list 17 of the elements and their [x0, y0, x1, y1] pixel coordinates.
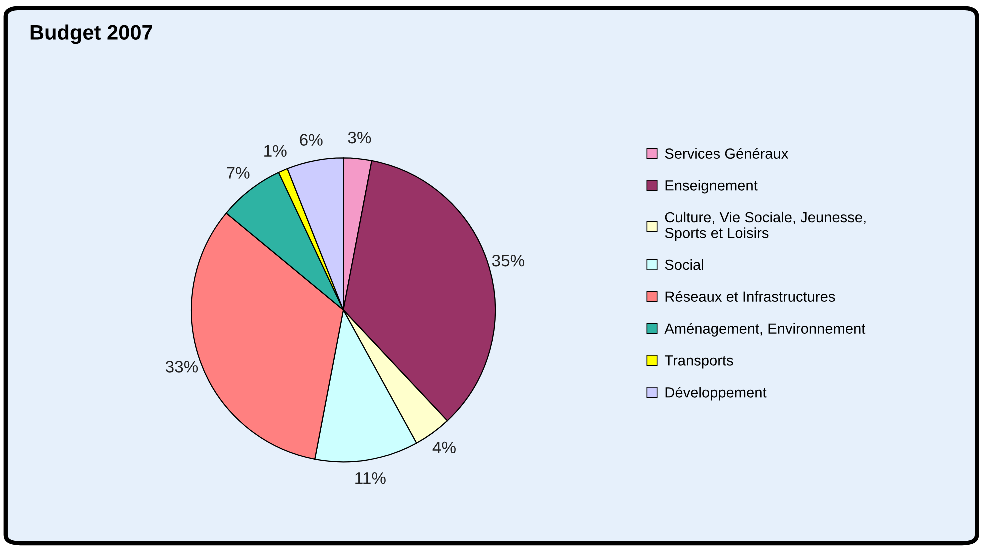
chart-title: Budget 2007 [30, 24, 152, 44]
legend-label: Culture, Vie Sociale, Jeunesse, Sports et Loisirs [665, 212, 866, 242]
legend-label: Social [665, 259, 704, 270]
data-label: 7% [227, 167, 250, 179]
legend-label: Aménagement, Environnement [664, 323, 866, 337]
legend-label: Services Généraux [665, 148, 789, 160]
data-label: 11% [356, 472, 386, 484]
legend-label: Enseignement [666, 180, 758, 194]
data-label: 1% [264, 145, 287, 157]
legend-label: Transports [664, 356, 734, 369]
data-label: 35% [492, 254, 525, 267]
legend-label: Réseaux et Infrastructures [666, 291, 836, 302]
data-label: 4% [432, 442, 456, 454]
data-label: 6% [300, 134, 323, 146]
data-label: 33% [166, 361, 198, 373]
legend-label: Développement [666, 386, 767, 401]
data-label: 3% [348, 132, 372, 144]
